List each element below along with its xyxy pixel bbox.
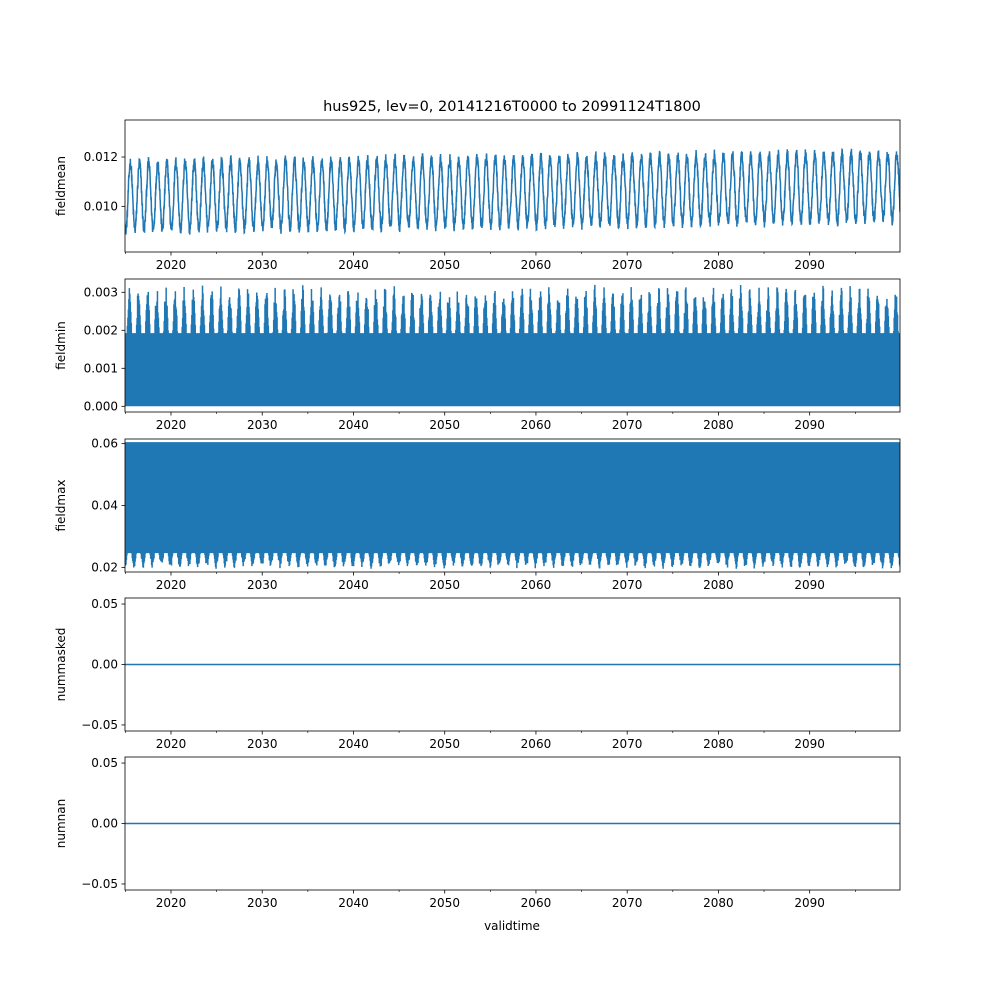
- y-tick-label: 0.010: [84, 199, 118, 213]
- plot-area-fieldmin: [125, 284, 900, 407]
- y-tick-label: 0.00: [91, 658, 118, 672]
- x-tick-label: 2050: [429, 578, 460, 592]
- y-tick-label: 0.012: [84, 150, 118, 164]
- plot-area-fieldmax: [125, 442, 900, 569]
- y-tick-label: −0.05: [81, 718, 118, 732]
- x-tick-label: 2030: [247, 418, 278, 432]
- panel-fieldmin: 2020 2030 2040 2050 2060 2070 2080 2090 0.000 0.0…: [54, 278, 901, 432]
- x-tick-label: 2040: [338, 578, 369, 592]
- x-tick-label: 2070: [612, 258, 643, 272]
- x-tick-label: 2070: [612, 578, 643, 592]
- x-tick-label: 2080: [703, 258, 734, 272]
- x-tick-label: 2060: [521, 258, 552, 272]
- y-tick-label: 0.00: [91, 817, 118, 831]
- x-tick-label: 2070: [612, 737, 643, 751]
- x-tick-label: 2030: [247, 258, 278, 272]
- x-tick-label: 2020: [156, 896, 187, 910]
- x-tick-label: 2030: [247, 896, 278, 910]
- x-tick-label: 2090: [794, 896, 825, 910]
- x-tick-label: 2020: [156, 578, 187, 592]
- x-tick-label: 2050: [429, 258, 460, 272]
- x-tick-label: 2060: [521, 418, 552, 432]
- x-tick-label: 2080: [703, 578, 734, 592]
- x-tick-label: 2090: [794, 258, 825, 272]
- y-tick-label: 0.06: [91, 437, 118, 451]
- x-tick-label: 2070: [612, 896, 643, 910]
- axes-frame-fieldmin: [124, 278, 901, 413]
- x-tick-label: 2020: [156, 258, 187, 272]
- x-tick-label: 2050: [429, 896, 460, 910]
- x-tick-label: 2060: [521, 896, 552, 910]
- plot-area-fieldmean: [125, 147, 900, 235]
- chart-title: hus925, lev=0, 20141216T0000 to 20991124…: [323, 99, 701, 115]
- x-axis-label: validtime: [484, 919, 540, 933]
- x-tick-label: 2020: [156, 737, 187, 751]
- y-axis-label-numnan: numnan: [54, 799, 68, 848]
- x-tick-label: 2030: [247, 737, 278, 751]
- panel-fieldmean: 2020 2030 2040 2050 2060 2070 2080 2090 0.010 0.0…: [54, 119, 901, 272]
- x-tick-label: 2020: [156, 418, 187, 432]
- panel-numnan: 2020 2030 2040 2050 2060 2070 2080 2090 −0.05 0.0…: [54, 756, 901, 910]
- y-tick-label: 0.05: [91, 597, 118, 611]
- y-tick-label: 0.001: [84, 361, 118, 375]
- y-tick-label: −0.05: [81, 877, 118, 891]
- axes-frame-fieldmean: [124, 119, 901, 253]
- y-tick-label: 0.000: [84, 399, 118, 413]
- y-axis-label-fieldmean: fieldmean: [54, 156, 68, 216]
- y-axis-label-fieldmin: fieldmin: [54, 321, 68, 370]
- y-axis-label-nummasked: nummasked: [54, 628, 68, 702]
- y-axis-label-fieldmax: fieldmax: [54, 479, 68, 531]
- x-tick-label: 2040: [338, 737, 369, 751]
- y-tick-label: 0.003: [84, 285, 118, 299]
- x-tick-label: 2040: [338, 258, 369, 272]
- series-band-fieldmax: [125, 442, 900, 569]
- series-line-fieldmean: [125, 147, 900, 235]
- x-tick-label: 2090: [794, 418, 825, 432]
- series-band-fieldmin: [125, 284, 900, 407]
- y-tick-label: 0.02: [91, 560, 118, 574]
- x-tick-label: 2050: [429, 737, 460, 751]
- x-tick-label: 2060: [521, 578, 552, 592]
- x-tick-label: 2080: [703, 418, 734, 432]
- y-tick-label: 0.05: [91, 756, 118, 770]
- x-tick-label: 2070: [612, 418, 643, 432]
- x-tick-label: 2090: [794, 737, 825, 751]
- y-tick-label: 0.04: [91, 499, 118, 513]
- x-tick-label: 2040: [338, 896, 369, 910]
- y-tick-label: 0.002: [84, 323, 118, 337]
- panel-nummasked: 2020 2030 2040 2050 2060 2070 2080 2090 −0.05 0.0…: [54, 597, 901, 751]
- x-tick-label: 2090: [794, 578, 825, 592]
- x-tick-label: 2030: [247, 578, 278, 592]
- x-tick-label: 2050: [429, 418, 460, 432]
- x-tick-label: 2060: [521, 737, 552, 751]
- x-tick-label: 2080: [703, 737, 734, 751]
- x-tick-label: 2080: [703, 896, 734, 910]
- x-tick-label: 2040: [338, 418, 369, 432]
- panel-fieldmax: 2020 2030 2040 2050 2060 2070 2080 2090 0.02 0.04…: [54, 437, 901, 592]
